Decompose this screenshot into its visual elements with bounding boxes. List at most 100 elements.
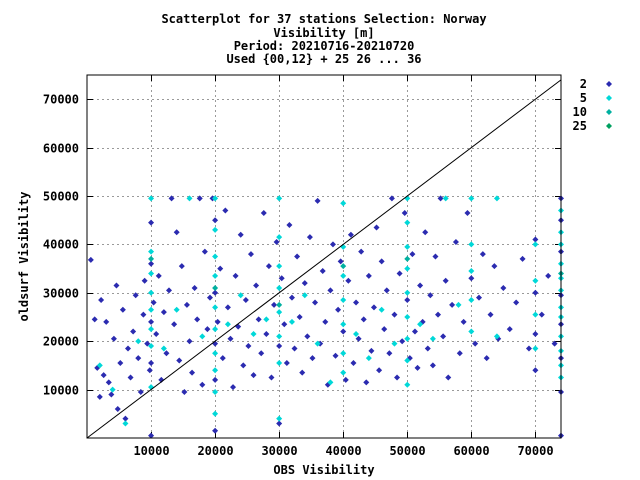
data-point bbox=[109, 386, 116, 393]
data-point bbox=[368, 347, 375, 354]
data-point bbox=[404, 297, 411, 304]
data-point bbox=[127, 374, 134, 381]
data-point bbox=[212, 326, 219, 333]
data-point bbox=[525, 345, 532, 352]
data-point bbox=[404, 219, 411, 226]
data-point bbox=[404, 265, 411, 272]
data-point bbox=[114, 405, 121, 412]
chart-title: Scatterplot for 37 stations Selection: N… bbox=[161, 12, 486, 66]
data-point bbox=[429, 335, 436, 342]
data-point bbox=[422, 229, 429, 236]
data-point bbox=[87, 256, 94, 263]
data-point bbox=[404, 243, 411, 250]
data-point bbox=[124, 345, 131, 352]
data-point bbox=[276, 263, 283, 270]
data-point bbox=[327, 379, 334, 386]
data-point bbox=[96, 393, 103, 400]
data-point bbox=[404, 357, 411, 364]
data-point bbox=[329, 241, 336, 248]
data-point bbox=[429, 362, 436, 369]
data-point bbox=[483, 355, 490, 362]
data-point bbox=[276, 343, 283, 350]
legend-label: 25 bbox=[573, 119, 587, 133]
data-point bbox=[365, 272, 372, 279]
data-point bbox=[103, 318, 110, 325]
data-point bbox=[108, 391, 115, 398]
data-point bbox=[396, 270, 403, 277]
data-point bbox=[196, 195, 203, 202]
data-point bbox=[391, 311, 398, 318]
data-point bbox=[404, 335, 411, 342]
data-point bbox=[178, 263, 185, 270]
data-point bbox=[314, 197, 321, 204]
data-point bbox=[181, 389, 188, 396]
data-point bbox=[163, 350, 170, 357]
data-point bbox=[432, 253, 439, 260]
data-point bbox=[319, 268, 326, 275]
data-point bbox=[146, 367, 153, 374]
data-point bbox=[212, 272, 219, 279]
data-point bbox=[472, 340, 479, 347]
title-line-1: Scatterplot for 37 stations Selection: N… bbox=[161, 12, 486, 26]
data-point bbox=[212, 427, 219, 434]
data-point bbox=[301, 292, 308, 299]
data-point bbox=[173, 229, 180, 236]
data-point bbox=[212, 367, 219, 374]
data-point bbox=[299, 369, 306, 376]
x-tick-label: 30000 bbox=[261, 444, 297, 458]
data-point bbox=[191, 284, 198, 291]
data-point bbox=[337, 258, 344, 265]
data-point bbox=[130, 328, 137, 335]
data-point bbox=[158, 376, 165, 383]
data-point bbox=[153, 330, 160, 337]
data-point bbox=[312, 299, 319, 306]
data-point bbox=[219, 355, 226, 362]
data-point bbox=[148, 326, 155, 333]
data-point bbox=[365, 355, 372, 362]
data-point bbox=[468, 195, 475, 202]
data-point bbox=[276, 359, 283, 366]
data-point bbox=[381, 326, 388, 333]
x-axis-label: OBS Visibility bbox=[273, 463, 374, 477]
data-point bbox=[276, 195, 283, 202]
data-point bbox=[96, 362, 103, 369]
data-point bbox=[493, 195, 500, 202]
data-point bbox=[212, 226, 219, 233]
data-point bbox=[110, 335, 117, 342]
y-tick-label: 10000 bbox=[43, 384, 79, 398]
data-point bbox=[245, 343, 252, 350]
data-point bbox=[383, 287, 390, 294]
data-point bbox=[160, 309, 167, 316]
data-point bbox=[378, 258, 385, 265]
data-point bbox=[417, 282, 424, 289]
data-point bbox=[353, 299, 360, 306]
data-point bbox=[253, 282, 260, 289]
y-tick-label: 60000 bbox=[43, 142, 79, 156]
title-line-4: Used {00,12} + 25 26 ... 36 bbox=[226, 52, 421, 66]
data-point bbox=[491, 263, 498, 270]
data-point bbox=[335, 306, 342, 313]
data-point bbox=[212, 350, 219, 357]
data-point bbox=[212, 376, 219, 383]
y-tick-label: 50000 bbox=[43, 190, 79, 204]
data-point bbox=[273, 238, 280, 245]
data-point bbox=[224, 321, 231, 328]
data-point bbox=[212, 410, 219, 417]
legend-marker bbox=[606, 123, 612, 129]
data-point bbox=[212, 195, 219, 202]
legend-label: 5 bbox=[580, 91, 587, 105]
data-point bbox=[424, 345, 431, 352]
data-point bbox=[214, 318, 221, 325]
x-tick-label: 50000 bbox=[389, 444, 425, 458]
data-point bbox=[276, 234, 283, 241]
data-point bbox=[98, 297, 105, 304]
data-point bbox=[370, 304, 377, 311]
data-point bbox=[456, 350, 463, 357]
data-point bbox=[240, 362, 247, 369]
data-point bbox=[204, 326, 211, 333]
data-point bbox=[538, 311, 545, 318]
data-point bbox=[176, 357, 183, 364]
series-2 bbox=[87, 195, 564, 439]
data-point bbox=[445, 374, 452, 381]
data-point bbox=[122, 415, 129, 422]
